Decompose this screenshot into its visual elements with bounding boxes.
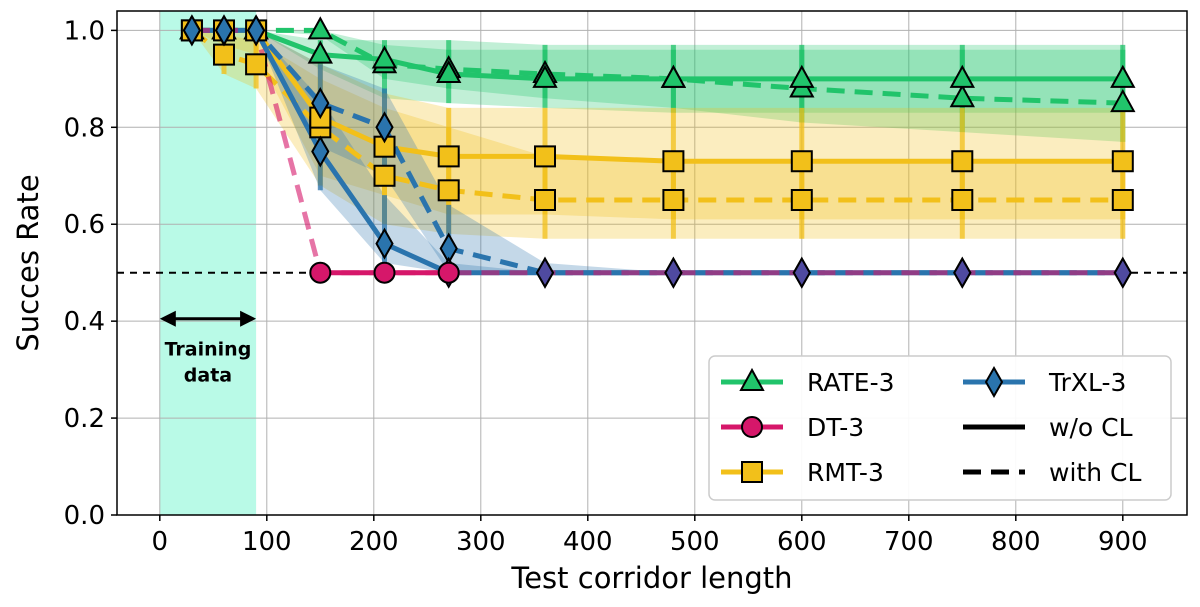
data-point-trxl-3 [311, 87, 330, 120]
data-point-rate-3 [307, 16, 333, 40]
legend-marker-dt-3 [741, 416, 763, 438]
data-point-rmt-3 [1111, 150, 1134, 173]
x-tick-label: 900 [1098, 527, 1148, 557]
data-point-rmt-3 [1111, 189, 1134, 211]
data-point-rmt-3 [662, 150, 685, 173]
confidence-band-trxl-3-cl [191, 30, 1123, 273]
data-point-trxl-3 [375, 111, 394, 144]
legend-marker-rmt-3 [741, 461, 763, 483]
y-tick-label: 0.4 [64, 307, 105, 337]
y-tick-label: 0.8 [64, 113, 105, 143]
y-axis-label: Succes Rate [11, 174, 45, 351]
data-point-rmt-3 [245, 53, 268, 76]
legend-label-with-cl: with CL [1049, 458, 1141, 487]
data-point-dt-3 [309, 261, 332, 284]
data-point-trxl-3 [214, 14, 234, 47]
data-point-trxl-3 [953, 256, 972, 289]
data-point-rate-3 [371, 45, 398, 69]
legend-marker-trxl-3 [984, 365, 1004, 399]
data-point-rmt-3 [951, 189, 974, 211]
x-tick-label: 700 [884, 527, 934, 557]
x-tick-label: 0 [152, 527, 169, 557]
data-point-rate-3 [949, 64, 975, 88]
y-tick-label: 1.0 [64, 16, 105, 46]
data-point-rate-3 [1110, 89, 1136, 113]
data-point-rmt-3 [437, 179, 460, 202]
data-point-trxl-3 [182, 14, 202, 47]
data-point-rmt-3 [790, 150, 813, 173]
data-point-rate-3 [949, 84, 975, 108]
data-point-trxl-3 [375, 227, 394, 260]
confidence-band-rmt-3 [191, 30, 1123, 220]
data-point-rate-3 [307, 40, 333, 64]
data-point-rate-3 [660, 64, 687, 88]
data-point-rate-3 [436, 59, 462, 83]
data-point-dt-3 [437, 261, 460, 284]
x-tick-label: 200 [349, 527, 399, 557]
data-point-dt-3 [373, 261, 396, 284]
data-point-rmt-3 [213, 43, 235, 66]
legend-label-rate-3: RATE-3 [807, 368, 895, 397]
confidence-band-rate-3-cl [191, 30, 1123, 142]
training-data-label-line2: data [184, 365, 232, 387]
x-tick-label: 800 [991, 527, 1041, 557]
data-point-rate-3 [789, 64, 815, 88]
data-point-trxl-3 [311, 135, 330, 168]
y-tick-label: 0.6 [64, 210, 105, 240]
data-point-trxl-3 [1113, 256, 1132, 289]
series-line-dt-3-with-cl [191, 27, 1123, 276]
data-point-rmt-3 [373, 164, 396, 187]
plot-frame [116, 10, 1188, 516]
x-tick-label: 300 [456, 527, 506, 557]
data-point-rmt-3 [437, 145, 460, 168]
x-tick-label: 400 [563, 527, 613, 557]
data-point-rmt-3 [534, 145, 556, 168]
legend-label-dt-3: DT-3 [807, 413, 864, 442]
legend-box [708, 355, 1172, 501]
x-axis-label: Test corridor length [510, 561, 792, 595]
legend-label-rmt-3: RMT-3 [807, 458, 884, 487]
x-tick-label: 100 [242, 527, 292, 557]
y-tick-label: 0.0 [64, 501, 105, 531]
legend-marker-rate-3 [739, 367, 765, 391]
data-point-rmt-3 [951, 150, 974, 173]
data-point-rmt-3 [534, 189, 556, 211]
data-point-rate-3 [1110, 64, 1136, 88]
legend-label-trxl-3: TrXL-3 [1048, 368, 1126, 397]
data-point-trxl-3 [792, 256, 811, 289]
data-point-rmt-3 [662, 189, 685, 211]
training-data-label-line1: Training [165, 339, 252, 361]
x-tick-label: 600 [777, 527, 827, 557]
data-point-rmt-3 [790, 189, 813, 211]
data-point-trxl-3 [246, 14, 266, 47]
arrow-head-right [240, 310, 257, 327]
data-point-rate-3 [532, 64, 558, 88]
training-region [159, 11, 257, 515]
x-tick-label: 500 [670, 527, 720, 557]
legend-label-w-o-cl: w/o CL [1049, 413, 1133, 442]
y-tick-label: 0.2 [64, 404, 105, 434]
data-point-trxl-3 [535, 256, 555, 289]
data-point-trxl-3 [664, 256, 683, 289]
arrow-head-left [159, 310, 176, 327]
